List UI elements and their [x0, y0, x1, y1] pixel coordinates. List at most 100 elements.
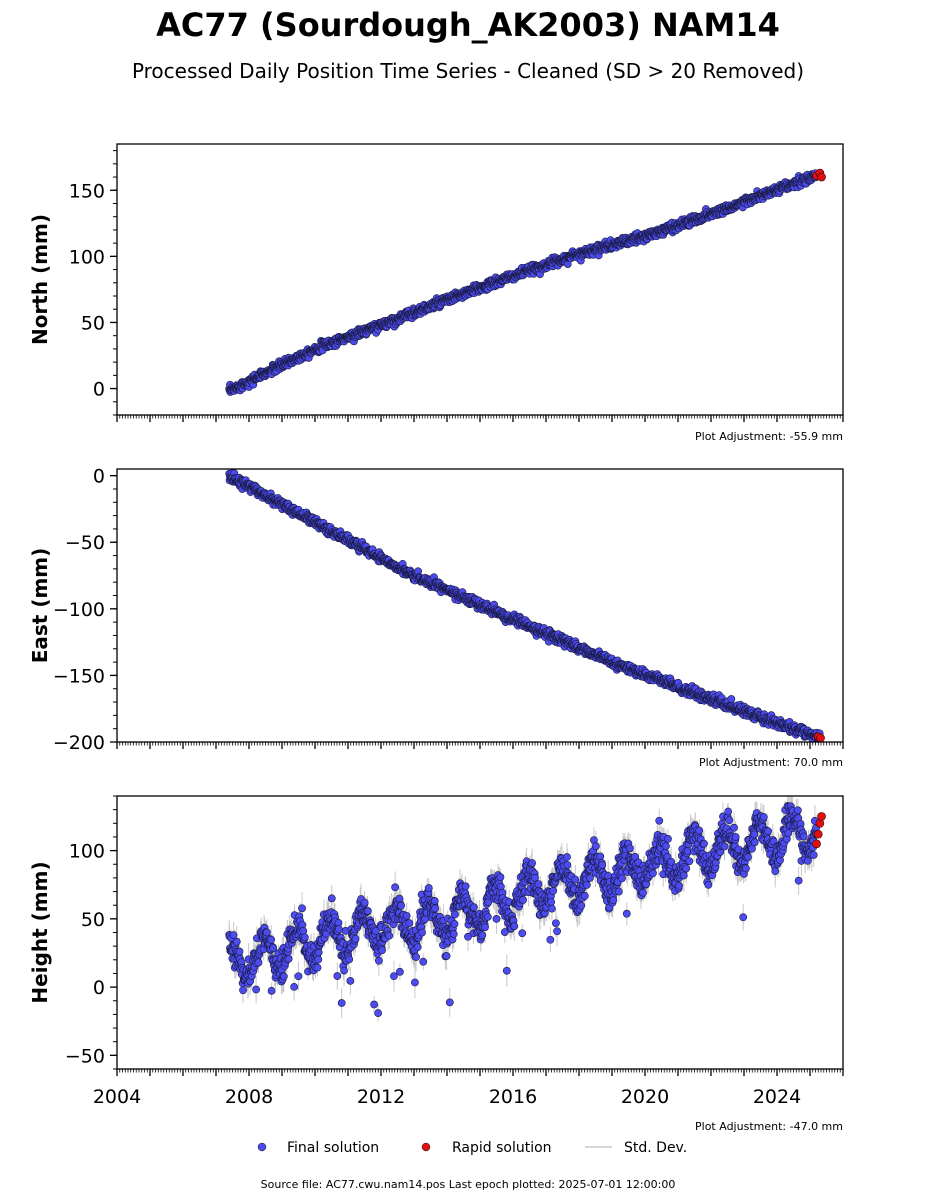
final-point [771, 867, 780, 876]
final-point [794, 876, 803, 885]
final-point [580, 891, 589, 900]
final-point [563, 853, 571, 861]
final-point [679, 871, 688, 880]
final-point [314, 955, 323, 964]
final-point [793, 806, 802, 815]
final-point [546, 935, 555, 944]
final-point [254, 958, 263, 967]
final-point [267, 986, 276, 995]
final-point [374, 1009, 382, 1017]
y-tick-label: 100 [69, 841, 105, 863]
rapid-point [816, 733, 825, 742]
final-point [232, 937, 241, 946]
final-point [744, 853, 752, 862]
final-point [450, 920, 459, 928]
final-point [598, 860, 607, 869]
final-point [528, 859, 537, 867]
final-point [510, 922, 519, 931]
rapid-point [812, 839, 821, 849]
final-point [720, 842, 729, 851]
final-point [299, 927, 308, 935]
y-tick-label: −50 [65, 1045, 105, 1067]
final-point [419, 957, 428, 966]
y-tick-label: −150 [53, 665, 105, 687]
x-tick-label: 2012 [357, 1086, 405, 1108]
y-tick-label: 50 [81, 909, 105, 931]
final-point [548, 904, 556, 913]
final-point [461, 882, 470, 891]
rapid-point [817, 812, 826, 821]
final-point [614, 887, 623, 896]
y-tick-label: 50 [81, 312, 105, 334]
chart-subtitle: Processed Daily Position Time Series - C… [132, 59, 804, 83]
final-point [591, 842, 600, 850]
plot-area [225, 796, 826, 1022]
y-tick-label: 0 [93, 466, 105, 488]
final-point [418, 928, 426, 937]
rapid-point [817, 172, 826, 182]
final-point [571, 875, 580, 884]
final-point [346, 976, 355, 985]
final-point [622, 909, 631, 918]
final-point [378, 946, 386, 955]
final-point [626, 844, 634, 853]
final-point [518, 929, 527, 938]
final-point [552, 919, 560, 928]
legend-final-label: Final solution [287, 1140, 379, 1156]
y-axis-label: Height (mm) [28, 861, 52, 1003]
final-point [405, 919, 414, 928]
final-point [363, 907, 372, 915]
final-point [675, 881, 683, 890]
final-point [313, 963, 322, 972]
final-point [333, 972, 342, 980]
final-point [327, 894, 336, 903]
final-point [239, 986, 247, 995]
legend-rapid-label: Rapid solution [452, 1140, 552, 1156]
final-point [582, 880, 591, 889]
final-point [370, 1000, 379, 1009]
final-point [586, 874, 594, 882]
final-point [290, 982, 299, 991]
final-point [397, 901, 405, 910]
final-point [235, 947, 244, 956]
final-point [449, 930, 458, 938]
final-point [424, 884, 433, 892]
y-tick-label: 0 [93, 379, 105, 401]
rapid-solution-points [812, 168, 826, 182]
legend: Final solution Rapid solution Std. Dev. [257, 1140, 687, 1156]
final-point [337, 999, 346, 1007]
final-point [442, 952, 451, 960]
final-point [294, 972, 303, 981]
final-point [252, 985, 261, 994]
y-tick-label: −50 [65, 532, 105, 554]
final-point [267, 935, 276, 944]
x-tick-label: 2020 [621, 1086, 669, 1108]
final-point [700, 839, 708, 848]
final-point [776, 856, 784, 865]
final-point [750, 830, 759, 839]
chart-title: AC77 (Sourdough_AK2003) NAM14 [156, 6, 780, 44]
final-point [531, 873, 539, 882]
final-point [750, 838, 759, 847]
final-point [742, 864, 750, 873]
source-footer: Source file: AC77.cwu.nam14.pos Last epo… [261, 1178, 676, 1191]
final-point [411, 978, 419, 987]
final-point [413, 943, 422, 952]
final-point [298, 904, 306, 913]
x-tick-label: 2004 [93, 1086, 141, 1108]
rapid-point [813, 829, 823, 839]
final-point [563, 861, 572, 869]
plot-area [225, 469, 825, 742]
final-point [759, 813, 768, 821]
final-point [391, 883, 400, 892]
final-point [596, 852, 605, 861]
final-point [279, 972, 288, 981]
final-point [483, 912, 492, 921]
final-point [553, 927, 561, 936]
final-point [412, 953, 421, 961]
final-point [662, 842, 670, 851]
